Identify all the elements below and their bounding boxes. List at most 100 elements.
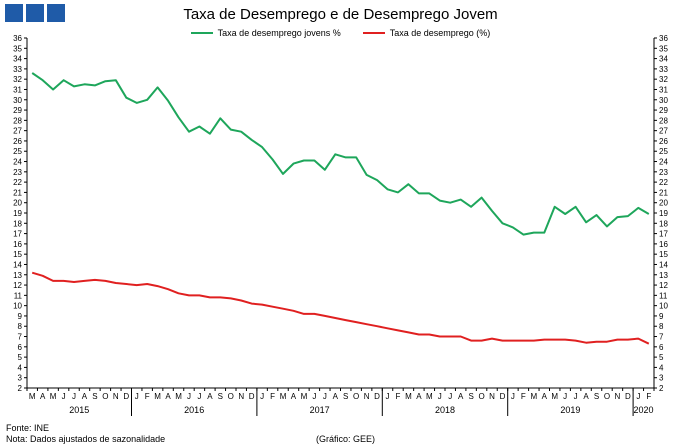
y-tick-label-left: 26 bbox=[13, 137, 22, 146]
x-tick-label: J bbox=[438, 392, 442, 401]
y-tick-label-right: 35 bbox=[659, 44, 668, 53]
y-tick-label-right: 24 bbox=[659, 158, 668, 167]
legend-label-total: Taxa de desemprego (%) bbox=[389, 28, 491, 38]
y-tick-label-left: 18 bbox=[13, 219, 22, 228]
footer-credit: (Gráfico: GEE) bbox=[316, 434, 376, 444]
x-tick-label: J bbox=[135, 392, 139, 401]
x-tick-label: A bbox=[165, 392, 171, 401]
x-tick-label: O bbox=[102, 392, 108, 401]
y-tick-label-right: 14 bbox=[659, 260, 668, 269]
y-tick-label-left: 6 bbox=[18, 343, 23, 352]
y-tick-label-left: 27 bbox=[13, 127, 22, 136]
x-tick-label: M bbox=[175, 392, 182, 401]
y-tick-label-right: 8 bbox=[659, 322, 664, 331]
y-tick-label-left: 33 bbox=[13, 65, 22, 74]
y-tick-label-left: 20 bbox=[13, 199, 22, 208]
y-tick-label-left: 22 bbox=[13, 178, 22, 187]
x-tick-label: D bbox=[625, 392, 631, 401]
x-tick-label: F bbox=[145, 392, 150, 401]
y-tick-label-left: 9 bbox=[18, 312, 23, 321]
x-tick-label: M bbox=[280, 392, 287, 401]
y-tick-label-right: 15 bbox=[659, 250, 668, 259]
x-tick-label: N bbox=[364, 392, 370, 401]
y-tick-label-right: 26 bbox=[659, 137, 668, 146]
chart-legend: Taxa de desemprego jovens % Taxa de dese… bbox=[0, 28, 681, 38]
legend-label-youth: Taxa de desemprego jovens % bbox=[217, 28, 341, 38]
logo-square-2 bbox=[26, 4, 44, 22]
x-tick-label: J bbox=[636, 392, 640, 401]
x-tick-label: M bbox=[301, 392, 308, 401]
x-tick-label: S bbox=[343, 392, 348, 401]
y-tick-label-right: 32 bbox=[659, 75, 668, 84]
x-tick-label: N bbox=[615, 392, 621, 401]
series-line-youth bbox=[31, 72, 650, 236]
y-tick-label-right: 9 bbox=[659, 312, 664, 321]
year-label: 2015 bbox=[69, 405, 89, 415]
x-tick-label: J bbox=[574, 392, 578, 401]
x-tick-label: O bbox=[478, 392, 484, 401]
x-tick-label: O bbox=[604, 392, 610, 401]
y-tick-label-right: 7 bbox=[659, 333, 664, 342]
y-tick-label-left: 12 bbox=[13, 281, 22, 290]
y-tick-label-right: 30 bbox=[659, 96, 668, 105]
y-tick-label-right: 28 bbox=[659, 116, 668, 125]
x-tick-label: O bbox=[353, 392, 359, 401]
x-tick-label: A bbox=[416, 392, 422, 401]
x-tick-label: J bbox=[72, 392, 76, 401]
y-tick-label-left: 21 bbox=[13, 188, 22, 197]
y-tick-label-right: 20 bbox=[659, 199, 668, 208]
year-label: 2020 bbox=[634, 405, 654, 415]
y-tick-label-left: 17 bbox=[13, 230, 22, 239]
x-tick-label: M bbox=[154, 392, 161, 401]
x-tick-label: D bbox=[249, 392, 255, 401]
y-tick-label-right: 17 bbox=[659, 230, 668, 239]
x-tick-label: M bbox=[29, 392, 36, 401]
y-tick-label-right: 5 bbox=[659, 353, 664, 362]
x-tick-label: D bbox=[500, 392, 506, 401]
footer-source: Fonte: INE bbox=[6, 423, 50, 433]
chart-title: Taxa de Desemprego e de Desemprego Jovem bbox=[183, 6, 498, 23]
x-tick-label: J bbox=[312, 392, 316, 401]
series-line-total bbox=[31, 271, 650, 345]
x-tick-label: A bbox=[583, 392, 589, 401]
y-tick-label-right: 22 bbox=[659, 178, 668, 187]
y-tick-label-left: 34 bbox=[13, 55, 22, 64]
legend-item-total: Taxa de desemprego (%) bbox=[362, 28, 491, 38]
y-tick-label-right: 10 bbox=[659, 302, 668, 311]
footer-note: Nota: Dados ajustados de sazonalidade bbox=[6, 434, 166, 444]
y-tick-label-left: 8 bbox=[18, 322, 23, 331]
x-tick-label: N bbox=[238, 392, 244, 401]
y-tick-label-left: 7 bbox=[18, 333, 23, 342]
y-tick-label-right: 31 bbox=[659, 85, 668, 94]
y-tick-label-left: 23 bbox=[13, 168, 22, 177]
x-tick-label: J bbox=[511, 392, 515, 401]
y-tick-label-left: 3 bbox=[18, 374, 23, 383]
y-tick-label-left: 2 bbox=[18, 384, 23, 393]
x-tick-label: N bbox=[489, 392, 495, 401]
y-tick-label-right: 2 bbox=[659, 384, 664, 393]
y-tick-label-left: 13 bbox=[13, 271, 22, 280]
y-tick-label-left: 19 bbox=[13, 209, 22, 218]
y-tick-label-right: 33 bbox=[659, 65, 668, 74]
y-tick-label-right: 13 bbox=[659, 271, 668, 280]
y-tick-label-right: 21 bbox=[659, 188, 668, 197]
y-tick-label-right: 25 bbox=[659, 147, 668, 156]
y-tick-label-left: 24 bbox=[13, 158, 22, 167]
y-tick-label-right: 34 bbox=[659, 55, 668, 64]
x-tick-label: A bbox=[207, 392, 213, 401]
x-tick-label: M bbox=[405, 392, 412, 401]
y-tick-label-right: 18 bbox=[659, 219, 668, 228]
y-tick-label-right: 4 bbox=[659, 363, 664, 372]
legend-item-youth: Taxa de desemprego jovens % bbox=[190, 28, 341, 38]
x-tick-label: F bbox=[521, 392, 526, 401]
y-tick-label-left: 5 bbox=[18, 353, 23, 362]
x-tick-label: N bbox=[113, 392, 119, 401]
y-tick-label-left: 36 bbox=[13, 34, 22, 43]
x-tick-label: A bbox=[333, 392, 339, 401]
x-tick-label: J bbox=[62, 392, 66, 401]
x-tick-label: M bbox=[551, 392, 558, 401]
x-tick-label: A bbox=[40, 392, 46, 401]
year-label: 2017 bbox=[310, 405, 330, 415]
x-tick-label: F bbox=[646, 392, 651, 401]
